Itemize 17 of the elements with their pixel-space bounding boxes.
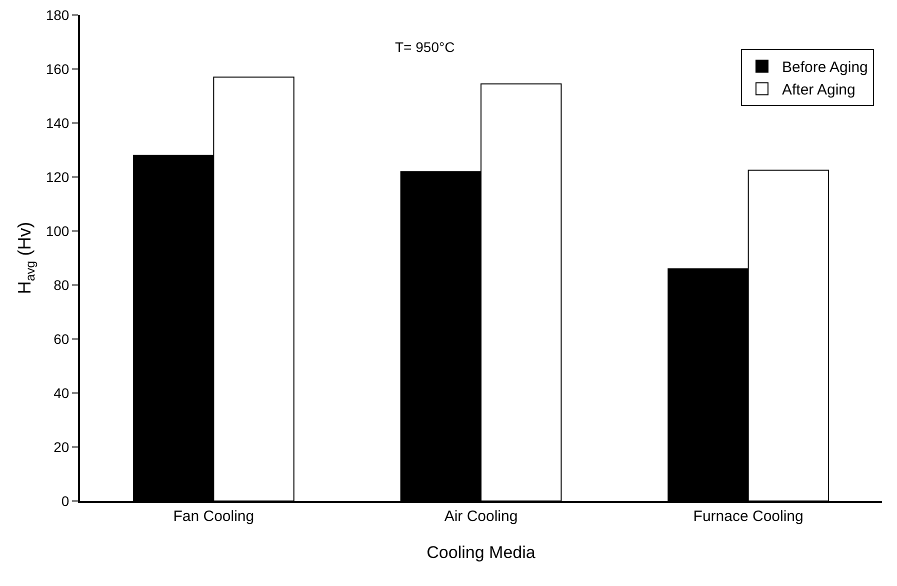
y-tick-label: 0 <box>61 492 70 509</box>
y-tick-label: 80 <box>54 276 70 293</box>
legend-label: After Aging <box>782 82 856 99</box>
x-tick-label: Air Cooling <box>444 508 518 525</box>
x-tick-label: Furnace Cooling <box>693 508 804 525</box>
y-tick-label: 120 <box>46 168 70 185</box>
y-tick-label: 140 <box>46 114 70 131</box>
annotation: T= 950°C <box>395 39 455 55</box>
y-tick-label: 60 <box>54 330 70 347</box>
x-tick-label: Fan Cooling <box>173 508 254 525</box>
y-tick-label: 100 <box>46 222 70 239</box>
y-tick-label: 180 <box>46 6 70 23</box>
y-tick-label: 160 <box>46 60 70 77</box>
legend-label: Before Aging <box>782 59 868 76</box>
x-axis-title: Cooling Media <box>426 542 536 562</box>
y-tick-label: 20 <box>54 438 70 455</box>
y-tick-label: 40 <box>54 384 70 401</box>
